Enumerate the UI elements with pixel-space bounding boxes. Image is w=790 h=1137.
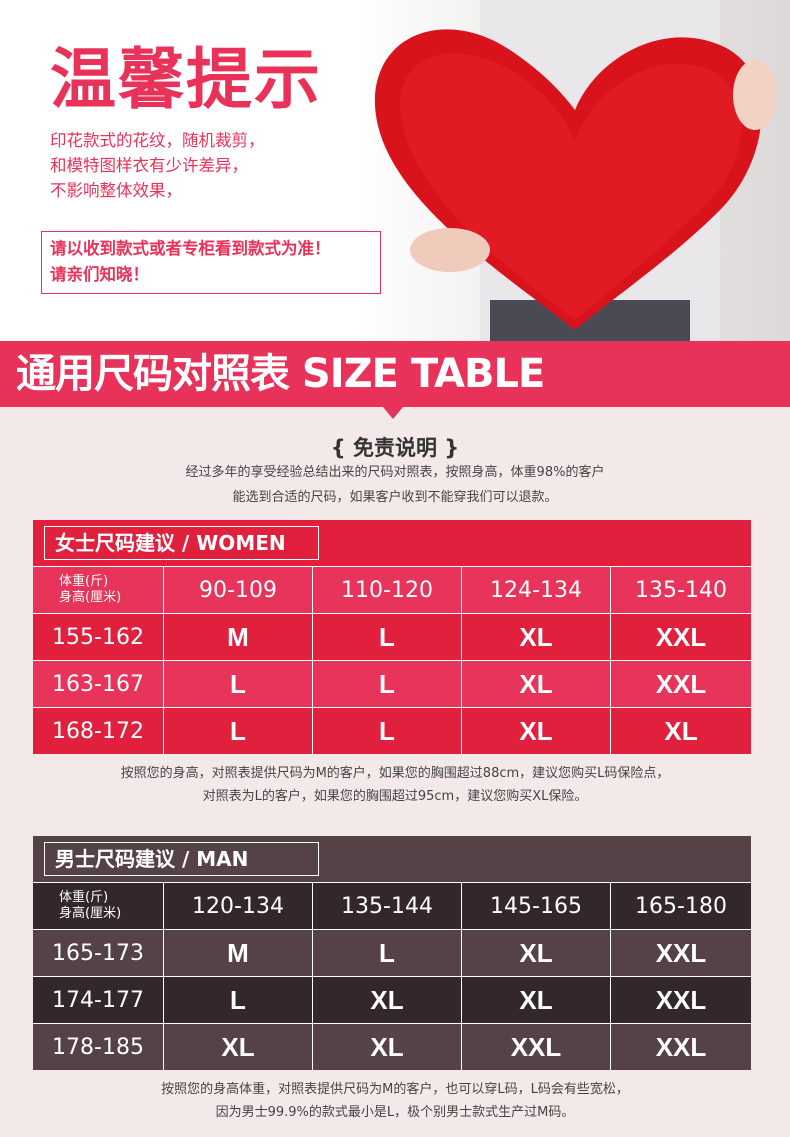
table-row: 163-167 L L XL XXL [33, 660, 751, 707]
size-cell: XL [461, 977, 610, 1023]
promo-banner: 温馨提示 印花款式的花纹，随机裁剪， 和模特图样衣有少许差异， 不影响整体效果，… [0, 0, 790, 341]
size-cell: L [163, 661, 312, 707]
notice-line: 请以收到款式或者专柜看到款式为准！ [50, 239, 331, 258]
description-line: 不影响整体效果， [50, 181, 182, 200]
disclaimer-text: 经过多年的享受经验总结出来的尺码对照表，按照身高，体重98%的客户 能选到合适的… [0, 460, 790, 510]
note-line: 按照您的身高，对照表提供尺码为M的客户，如果您的胸围超过88cm，建议您购买L码… [120, 766, 670, 781]
women-notes: 按照您的身高，对照表提供尺码为M的客户，如果您的胸围超过88cm，建议您购买L码… [0, 762, 790, 808]
height-range-cell: 174-177 [52, 987, 144, 1013]
table-caption: 女士尺码建议 / WOMEN [44, 526, 319, 560]
note-line: 因为男士99.9%的款式最小是L，极个别男士款式生产过M码。 [215, 1105, 575, 1120]
table-row: 174-177 L XL XL XXL [33, 976, 751, 1023]
height-range-cell: 163-167 [52, 671, 144, 697]
corner-cell: 体重(斤) 身高(厘米) [33, 567, 163, 613]
disclaimer-line: 能选到合适的尺码，如果客户收到不能穿我们可以退款。 [232, 490, 558, 505]
size-cell: XXL [610, 614, 751, 660]
size-cell: XL [461, 614, 610, 660]
size-cell: XL [312, 977, 461, 1023]
height-label: 身高(厘米) [59, 906, 122, 921]
weight-range-header: 120-134 [163, 883, 312, 929]
weight-range-header: 110-120 [312, 567, 461, 613]
size-cell: L [312, 708, 461, 754]
description-line: 和模特图样衣有少许差异， [50, 156, 248, 175]
size-cell: XL [461, 930, 610, 976]
heart-pillow-photo [374, 0, 777, 341]
pointer-arrow [383, 407, 403, 419]
weight-range-header: 135-140 [610, 567, 751, 613]
size-cell: XXL [610, 1024, 751, 1070]
size-cell: XL [461, 661, 610, 707]
size-cell: XXL [461, 1024, 610, 1070]
section-title: 通用尺码对照表 SIZE TABLE [16, 351, 545, 397]
table-caption-bar: 女士尺码建议 / WOMEN [33, 520, 751, 566]
size-cell: L [312, 930, 461, 976]
size-cell: XXL [610, 977, 751, 1023]
table-row: 178-185 XL XL XXL XXL [33, 1023, 751, 1070]
size-cell: XL [312, 1024, 461, 1070]
height-label: 身高(厘米) [59, 590, 122, 605]
weight-range-header: 165-180 [610, 883, 751, 929]
size-cell: XL [163, 1024, 312, 1070]
description-line: 印花款式的花纹，随机裁剪， [50, 131, 265, 150]
height-range-cell: 168-172 [52, 718, 144, 744]
table-header-row: 体重(斤) 身高(厘米) 120-134 135-144 145-165 165-180 [33, 882, 751, 929]
disclaimer-title: { 免责说明 } [330, 436, 460, 460]
weight-label: 体重(斤) [59, 890, 109, 905]
table-caption-bar: 男士尺码建议 / MAN [33, 836, 751, 882]
table-row: 155-162 M L XL XXL [33, 613, 751, 660]
size-cell: XXL [610, 930, 751, 976]
weight-range-header: 135-144 [312, 883, 461, 929]
weight-range-header: 145-165 [461, 883, 610, 929]
corner-cell: 体重(斤) 身高(厘米) [33, 883, 163, 929]
men-notes: 按照您的身高体重，对照表提供尺码为M的客户，也可以穿L码，L码会有些宽松， 因为… [0, 1078, 790, 1124]
height-range-cell: 178-185 [52, 1034, 144, 1060]
size-cell: XL [610, 708, 751, 754]
women-size-table: 女士尺码建议 / WOMEN 体重(斤) 身高(厘米) 90-109 110-120 12… [33, 520, 751, 754]
weight-range-header: 124-134 [461, 567, 610, 613]
size-cell: XL [461, 708, 610, 754]
banner-description: 印花款式的花纹，随机裁剪， 和模特图样衣有少许差异， 不影响整体效果， [50, 128, 265, 203]
size-cell: XXL [610, 661, 751, 707]
notice-box: 请以收到款式或者专柜看到款式为准！ 请亲们知晓！ [41, 231, 381, 294]
size-cell: M [163, 614, 312, 660]
weight-range-header: 90-109 [163, 567, 312, 613]
table-row: 168-172 L L XL XL [33, 707, 751, 754]
section-header: 通用尺码对照表 SIZE TABLE [0, 341, 790, 407]
note-line: 对照表为L的客户，如果您的胸围超过95cm，建议您购买XL保险。 [202, 789, 588, 804]
weight-label: 体重(斤) [59, 574, 109, 589]
size-cell: L [163, 708, 312, 754]
disclaimer-line: 经过多年的享受经验总结出来的尺码对照表，按照身高，体重98%的客户 [185, 465, 605, 480]
table-header-row: 体重(斤) 身高(厘米) 90-109 110-120 124-134 135-140 [33, 566, 751, 613]
banner-title: 温馨提示 [50, 41, 322, 118]
men-size-table: 男士尺码建议 / MAN 体重(斤) 身高(厘米) 120-134 135-144 145… [33, 836, 751, 1070]
size-cell: M [163, 930, 312, 976]
height-range-cell: 165-173 [52, 940, 144, 966]
size-cell: L [163, 977, 312, 1023]
notice-line: 请亲们知晓！ [50, 265, 149, 284]
height-range-cell: 155-162 [52, 624, 144, 650]
size-cell: L [312, 661, 461, 707]
table-row: 165-173 M L XL XXL [33, 929, 751, 976]
note-line: 按照您的身高体重，对照表提供尺码为M的客户，也可以穿L码，L码会有些宽松， [161, 1082, 629, 1097]
table-caption: 男士尺码建议 / MAN [44, 842, 319, 876]
size-cell: L [312, 614, 461, 660]
